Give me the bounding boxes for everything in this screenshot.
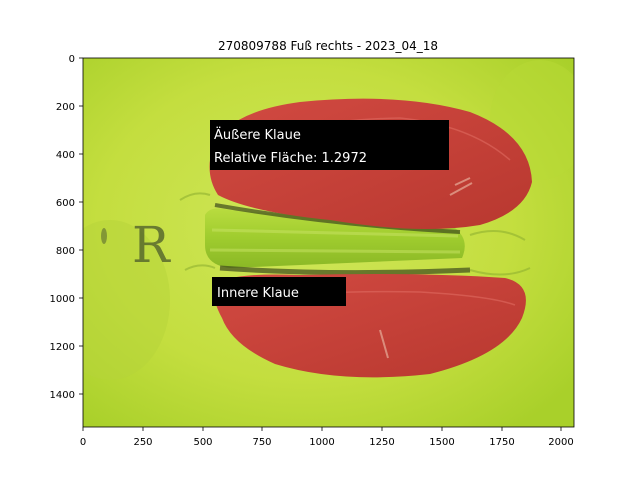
- y-tick-label: 800: [56, 246, 75, 257]
- x-tick-label: 1250: [369, 437, 394, 448]
- outer-claw-area-label: Relative Fläche: 1.2972: [214, 151, 367, 166]
- y-tick-label: 1000: [50, 294, 75, 305]
- photo-mark: [101, 228, 107, 244]
- y-tick-label: 0: [69, 54, 75, 65]
- x-tick-label: 250: [133, 437, 152, 448]
- claw-edge: [219, 265, 471, 276]
- outer-claw-annotation: Äußere Klaue Relative Fläche: 1.2972: [210, 120, 449, 170]
- x-tick-label: 750: [252, 437, 271, 448]
- annotation-box: [212, 277, 346, 306]
- interdigital-highlight: [209, 228, 461, 254]
- y-tick-label: 400: [56, 150, 75, 161]
- x-axis: 0 250 500 750 1000 1250 1500 1750 2000: [80, 427, 574, 448]
- x-tick-label: 1500: [429, 437, 454, 448]
- annotation-box: [210, 120, 449, 170]
- photo-shade: [83, 220, 170, 380]
- y-tick-label: 600: [56, 198, 75, 209]
- y-axis: 0 200 400 600 800 1000 1200 1400: [50, 54, 83, 401]
- y-tick-label: 1200: [50, 342, 75, 353]
- plot-title: 270809788 Fuß rechts - 2023_04_18: [218, 39, 438, 53]
- x-tick-label: 0: [80, 437, 86, 448]
- photo-wrinkle: [469, 230, 531, 276]
- claw-texture: [379, 329, 389, 359]
- y-tick-label: 200: [56, 102, 75, 113]
- x-tick-label: 1750: [489, 437, 514, 448]
- y-tick-label: 1400: [50, 390, 75, 401]
- inner-claw-annotation: Innere Klaue: [212, 277, 346, 306]
- interdigital-area: [205, 208, 465, 268]
- claw-texture: [449, 177, 473, 196]
- x-tick-label: 2000: [548, 437, 573, 448]
- x-tick-label: 1000: [309, 437, 334, 448]
- inner-claw-label: Innere Klaue: [217, 286, 299, 301]
- claw-edge: [214, 203, 461, 234]
- r-marking: R: [132, 216, 171, 274]
- x-tick-label: 500: [193, 437, 212, 448]
- outer-claw-label: Äußere Klaue: [214, 127, 301, 143]
- axes-frame: [82, 57, 575, 428]
- hoof-photo: R: [83, 58, 574, 427]
- photo-wrinkle: [179, 192, 216, 271]
